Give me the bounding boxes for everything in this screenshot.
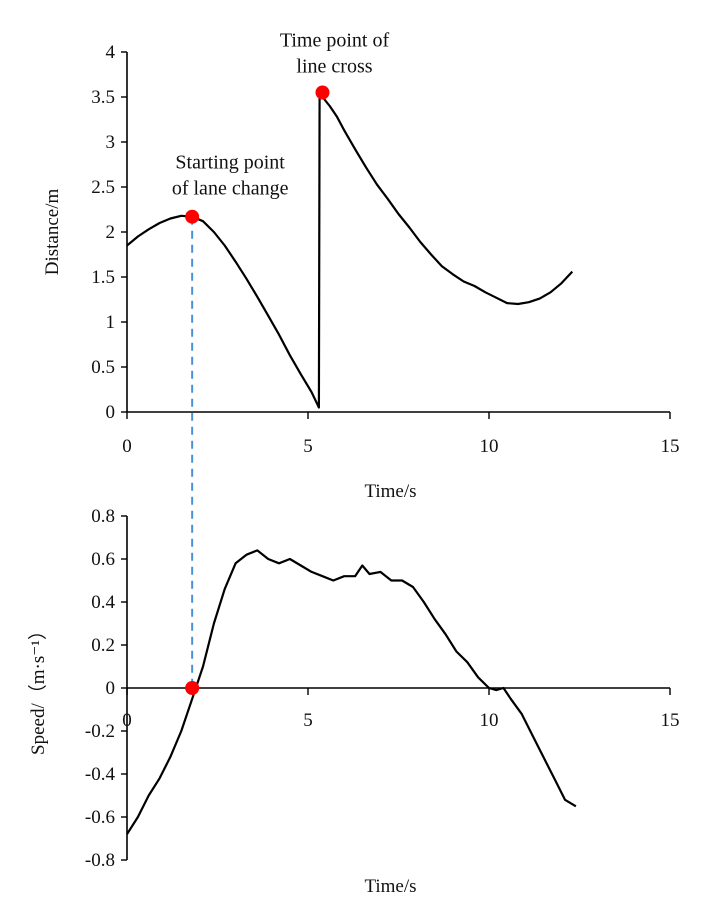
- distance-y-tick-label: 4: [106, 42, 116, 63]
- speed-chart: -0.8 -0.6 -0.4 -0.2 0 0.2 0.4 0.6 0.8 0 5 10 15 Time/…: [27, 506, 680, 897]
- distance-y-tick-label: 0.5: [91, 357, 115, 378]
- distance-y-tick-label: 1: [106, 312, 116, 333]
- distance-y-tick-label: 2.5: [91, 177, 115, 198]
- speed-y-tick-label: -0.4: [85, 764, 116, 785]
- speed-y-tick-label: 0.4: [91, 592, 115, 613]
- distance-y-tick-label: 1.5: [91, 267, 115, 288]
- distance-series-line: [126, 91, 574, 409]
- distance-marker-point: [315, 85, 330, 100]
- speed-y-tick-label: 0.6: [91, 549, 115, 570]
- distance-marker-point: [185, 209, 200, 224]
- speed-y-tick-label: -0.2: [85, 721, 115, 742]
- speed-y-tick-label: 0.8: [91, 506, 115, 527]
- speed-x-tick-label: 15: [661, 710, 680, 731]
- marker-annotation: Time point of line cross: [280, 30, 390, 78]
- distance-x-tick-label: 0: [122, 436, 132, 457]
- speed-y-tick-label: 0: [106, 678, 116, 699]
- distance-x-axis-title: Time/s: [364, 481, 416, 502]
- speed-y-tick-label: -0.8: [85, 850, 115, 871]
- distance-x-tick-label: 5: [303, 436, 313, 457]
- speed-y-tick-label: 0.2: [91, 635, 115, 656]
- distance-chart: 0 0.5 1 1.5 2 2.5 3 3.5 4 0 5 10 15 Time/s Distance/m: [42, 42, 680, 502]
- guide-overlay: Starting point of lane change Time point o…: [172, 30, 390, 695]
- speed-x-tick-label: 0: [122, 710, 132, 731]
- speed-x-tick-label: 10: [480, 710, 499, 731]
- distance-x-tick-label: 10: [480, 436, 499, 457]
- distance-y-tick-label: 2: [106, 222, 116, 243]
- speed-x-axis-title: Time/s: [364, 876, 416, 897]
- distance-y-tick-label: 3.5: [91, 87, 115, 108]
- distance-y-tick-label: 0: [106, 402, 116, 423]
- distance-x-tick-label: 15: [661, 436, 680, 457]
- speed-y-axis-title: Speed/（m·s⁻¹）: [27, 621, 49, 755]
- speed-marker-point: [185, 681, 200, 695]
- speed-x-tick-label: 5: [303, 710, 313, 731]
- speed-y-tick-label: -0.6: [85, 807, 115, 828]
- distance-y-axis-title: Distance/m: [42, 189, 63, 276]
- marker-annotation: Starting point of lane change: [172, 152, 289, 200]
- speed-series-line: [126, 549, 577, 835]
- distance-y-tick-label: 3: [106, 132, 116, 153]
